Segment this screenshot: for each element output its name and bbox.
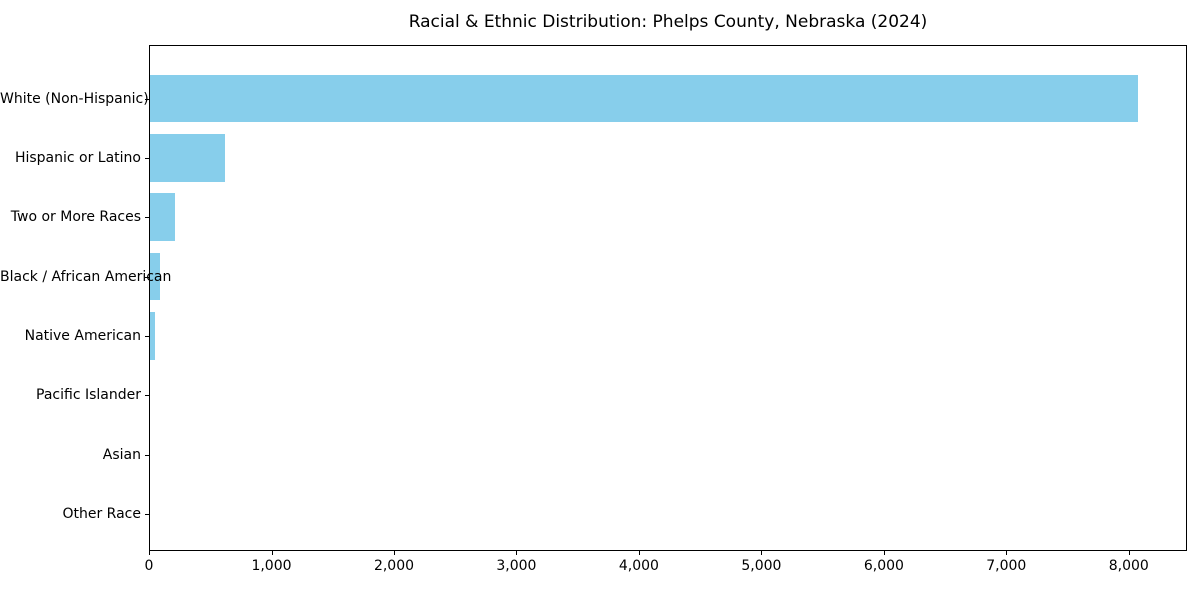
bar-black-african-american [150,252,160,301]
x-tick-label: 3,000 [496,558,537,574]
chart-title: Racial & Ethnic Distribution: Phelps Cou… [408,12,928,32]
y-tick-label: Hispanic or Latino [14,149,141,166]
x-tick-label: 6,000 [863,558,904,574]
x-tick-label: 2,000 [373,558,415,574]
x-tick [149,551,150,555]
y-tick [145,513,149,515]
x-tick-label: 7,000 [986,558,1027,574]
x-tick [1006,551,1008,555]
y-tick [145,335,149,337]
y-tick [145,217,149,219]
y-tick-label: Native American [24,327,141,344]
y-tick [145,395,149,397]
y-tick-label: Black / African American [0,268,172,285]
bar-two-or-more-races [150,193,176,241]
x-tick [516,551,518,555]
y-tick-label: Asian [102,446,141,463]
x-tick [883,551,885,555]
bar-native-american [150,312,155,360]
x-tick [271,551,273,555]
x-tick-label: 0 [144,558,154,574]
bar-white-non-hispanic [150,74,1139,123]
x-tick [638,551,640,555]
y-tick [145,98,149,100]
x-tick-label: 4,000 [618,558,659,574]
y-tick-label: Other Race [62,505,141,522]
y-tick [145,276,149,278]
x-tick-label: 8,000 [1108,558,1149,574]
y-tick-label: Pacific Islander [36,387,141,404]
y-tick [145,454,149,456]
x-tick-label: 1,000 [251,558,292,574]
x-tick-label: 5,000 [741,558,782,574]
x-tick [394,551,395,555]
plot-area [149,45,1187,551]
x-tick [1128,551,1130,555]
bar-hispanic-or-latino [150,134,226,182]
x-tick [761,551,763,555]
y-tick-label: White (Non-Hispanic) [0,90,149,107]
y-tick [145,157,149,159]
y-tick-label: Two or More Races [10,209,141,226]
